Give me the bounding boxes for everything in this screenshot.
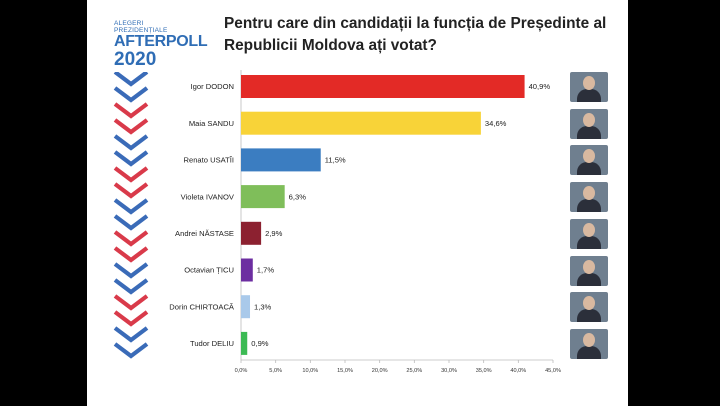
chevron-stripe [113, 278, 149, 295]
photo-body-shape [577, 89, 601, 102]
category-label: Igor DODON [191, 82, 234, 91]
chevron-stripe [113, 294, 149, 311]
chevron-stripe [113, 102, 149, 119]
bar [241, 295, 251, 319]
category-label: Violeta IVANOV [181, 192, 235, 201]
chevron-stripe [113, 150, 149, 167]
category-label: Dorin CHIRTOACĂ [169, 302, 235, 311]
chevron-stripe [113, 72, 149, 87]
slide: ALEGERI PREZIDENȚIALE AFTERPOLL 2020 Pen… [87, 0, 628, 406]
candidate-photo-icon [570, 72, 608, 102]
bar [241, 258, 253, 282]
data-label: 40,9% [529, 82, 551, 91]
bar [241, 148, 321, 172]
candidate-photo-icon [570, 292, 608, 323]
photo-head-shape [583, 259, 595, 274]
chevron-stripe [113, 118, 149, 135]
photo-body-shape [577, 309, 601, 323]
data-label: 1,3% [254, 302, 272, 311]
bar [241, 111, 481, 135]
x-tick-label: 15,0% [337, 368, 353, 374]
data-label: 6,3% [289, 192, 307, 201]
photo-body-shape [577, 272, 601, 286]
photo-body-shape [577, 199, 601, 213]
bar [241, 221, 262, 245]
photo-head-shape [583, 332, 595, 347]
x-tick-label: 0,0% [235, 368, 248, 374]
data-label: 1,7% [257, 266, 275, 275]
photo-head-shape [583, 112, 595, 127]
x-tick-label: 35,0% [476, 368, 492, 374]
logo-year: 2020 [114, 49, 157, 70]
chevron-stripe [113, 246, 149, 263]
x-tick-label: 5,0% [269, 368, 282, 374]
chevron-stripe [113, 198, 149, 215]
x-tick-label: 40,0% [510, 368, 526, 374]
category-label: Octavian ȚICU [184, 266, 234, 275]
candidate-photo-icon [570, 145, 608, 176]
data-label: 2,9% [265, 229, 283, 238]
bar [241, 331, 248, 355]
candidate-photo-icon [570, 108, 608, 139]
chevron-stripe [113, 262, 149, 279]
afterpoll-logo: ALEGERI PREZIDENȚIALE AFTERPOLL 2020 [114, 20, 208, 70]
data-label: 11,5% [325, 156, 346, 165]
logo-line2: PREZIDENȚIALE [114, 27, 168, 34]
candidate-photo-icon [570, 218, 608, 249]
photo-head-shape [583, 296, 595, 311]
chevron-stripe [113, 134, 149, 151]
data-label: 34,6% [485, 119, 507, 128]
photo-head-shape [583, 76, 595, 90]
photo-body-shape [577, 345, 601, 359]
data-label: 0,9% [251, 339, 269, 348]
chevron-stripe [113, 230, 149, 247]
photo-body-shape [577, 235, 601, 249]
logo-brand: AFTERPOLL [114, 33, 208, 50]
candidate-photo-icon [570, 328, 608, 359]
category-label: Andrei NĂSTASE [175, 229, 234, 238]
candidate-photo-icon [570, 255, 608, 286]
chevron-stripe [113, 326, 149, 343]
photo-body-shape [577, 162, 601, 176]
x-tick-label: 10,0% [302, 368, 318, 374]
chevron-stripe [113, 342, 149, 359]
x-tick-label: 30,0% [441, 368, 457, 374]
x-tick-label: 45,0% [545, 368, 561, 374]
chevron-decoration [113, 72, 149, 359]
chevron-stripe [113, 86, 149, 103]
photo-body-shape [577, 125, 601, 139]
candidate-photo-icon [570, 182, 608, 213]
chevron-stripe [113, 166, 149, 183]
x-tick-label: 25,0% [406, 368, 422, 374]
category-label: Tudor DELIU [190, 339, 234, 348]
bar-chart: 0,0% 5,0% 10,0% 15,0% 20,0% 25,0% 30,0% 35,0% 40… [169, 70, 561, 374]
category-label: Maia SANDU [189, 119, 234, 128]
photo-head-shape [583, 222, 595, 237]
photo-head-shape [583, 186, 595, 201]
photo-head-shape [583, 149, 595, 164]
chevron-stripe [113, 310, 149, 327]
chevron-stripe [113, 182, 149, 199]
chart-title: Pentru care din candidații la funcția de… [224, 15, 607, 54]
chevron-stripe [113, 214, 149, 231]
logo-line1: ALEGERI [114, 20, 144, 27]
bar [241, 75, 525, 98]
x-tick-label: 20,0% [372, 368, 388, 374]
bar [241, 185, 285, 209]
category-label: Renato USATÎI [183, 156, 234, 165]
